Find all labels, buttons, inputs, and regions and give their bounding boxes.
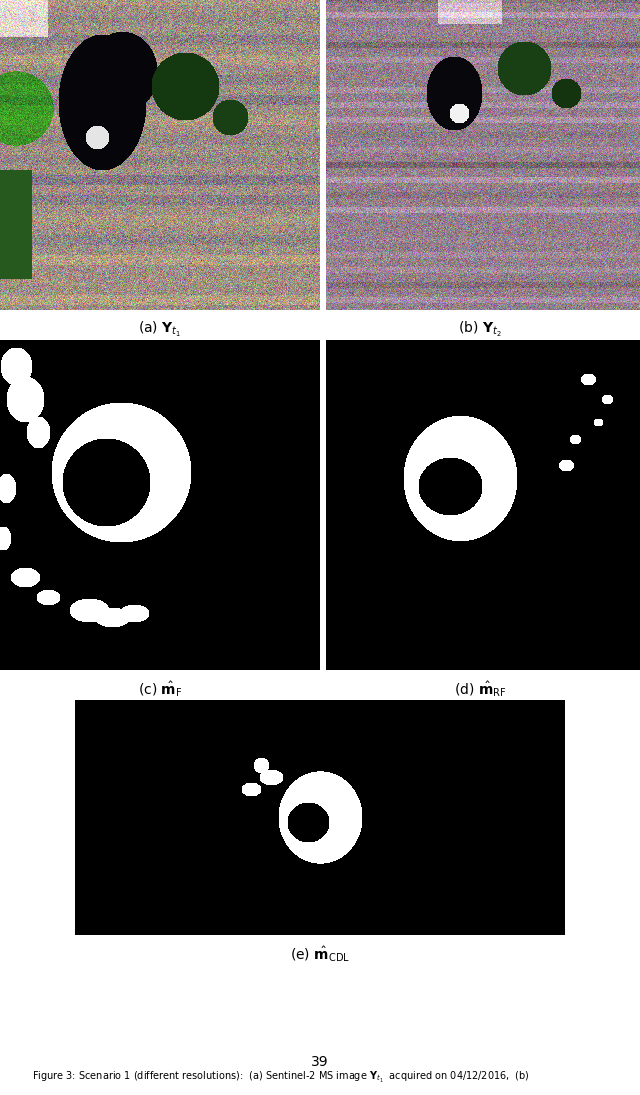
Text: (b) $\mathbf{Y}_{t_2}$: (b) $\mathbf{Y}_{t_2}$ <box>458 320 502 339</box>
Text: Figure 3: Scenario 1 (different resolutions):  (a) Sentinel-2 MS image $\mathbf{: Figure 3: Scenario 1 (different resoluti… <box>32 1070 530 1085</box>
Text: (c) $\hat{\mathbf{m}}_\mathrm{F}$: (c) $\hat{\mathbf{m}}_\mathrm{F}$ <box>138 680 182 700</box>
Text: (d) $\hat{\mathbf{m}}_\mathrm{RF}$: (d) $\hat{\mathbf{m}}_\mathrm{RF}$ <box>454 680 506 700</box>
Text: (a) $\mathbf{Y}_{t_1}$: (a) $\mathbf{Y}_{t_1}$ <box>138 320 182 339</box>
Text: (e) $\hat{\mathbf{m}}_\mathrm{CDL}$: (e) $\hat{\mathbf{m}}_\mathrm{CDL}$ <box>290 945 350 965</box>
Text: 39: 39 <box>311 1056 329 1069</box>
